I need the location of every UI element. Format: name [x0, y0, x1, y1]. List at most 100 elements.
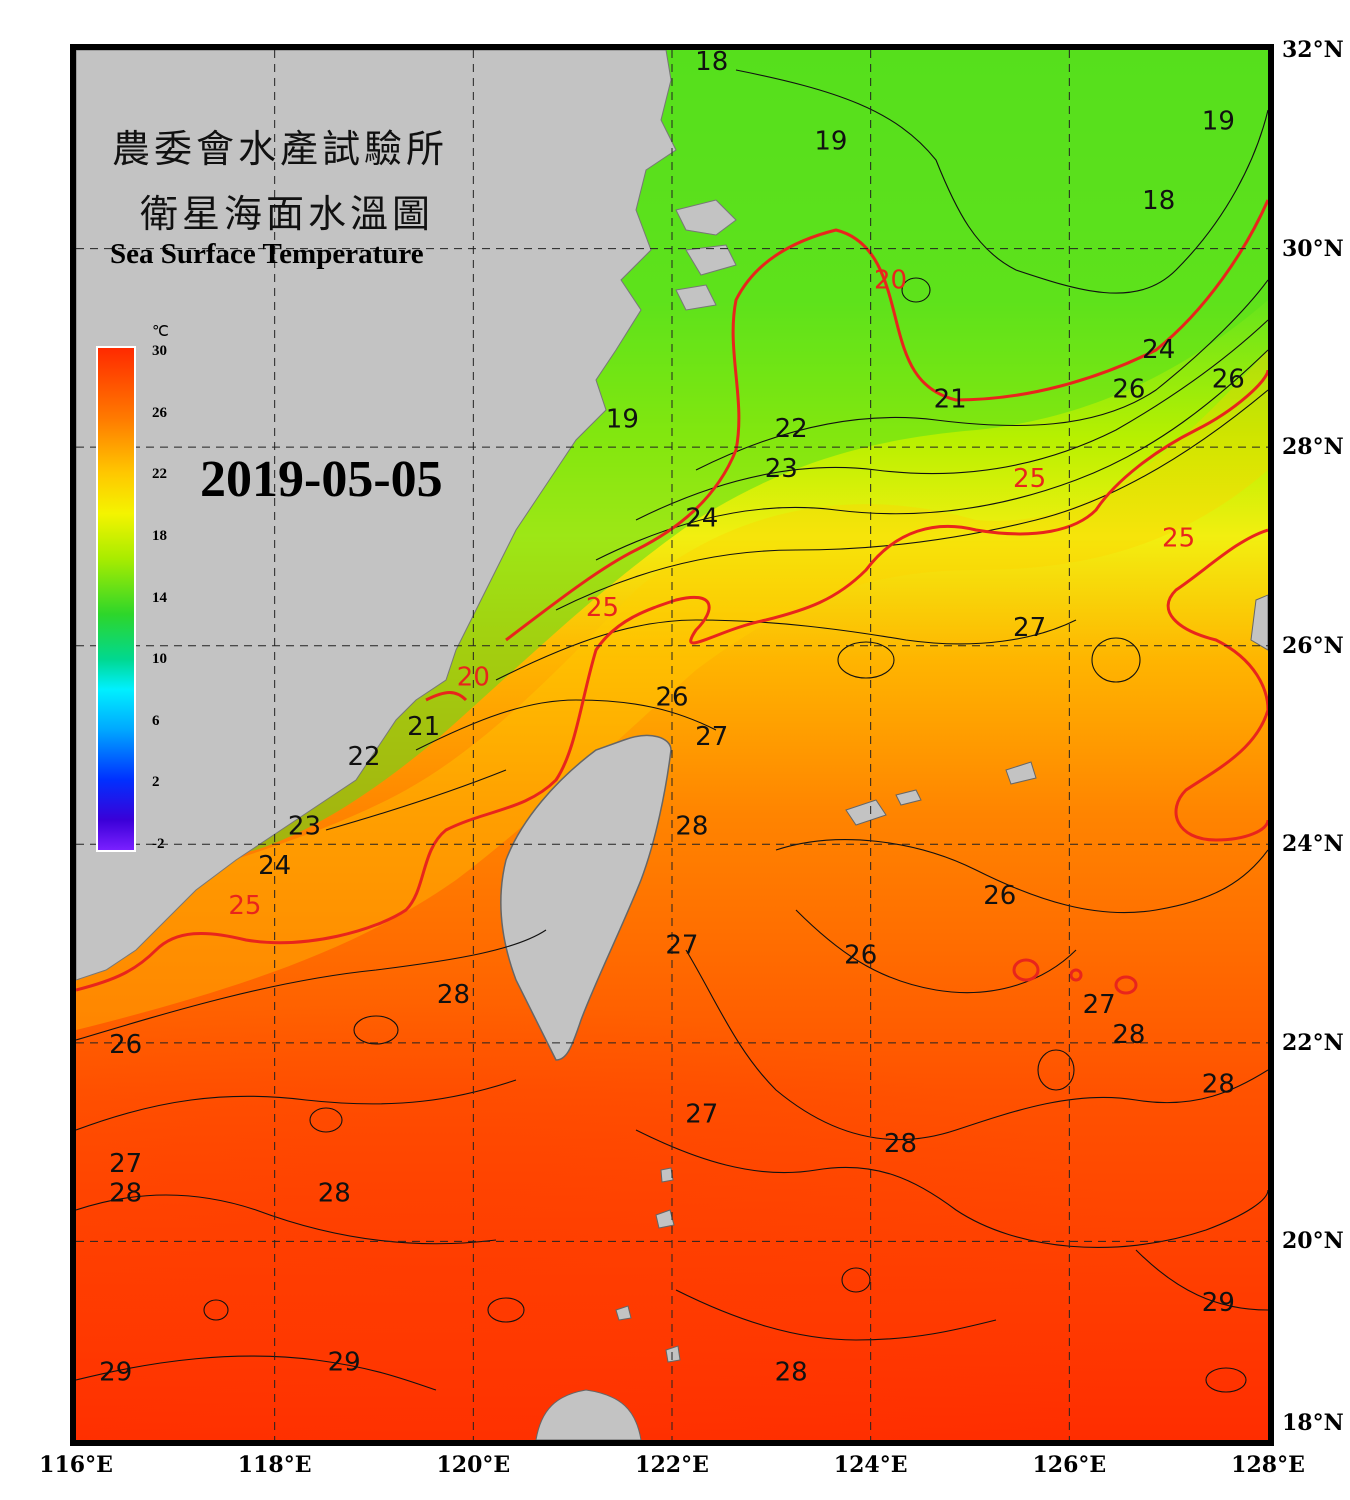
contour-label: 27 — [685, 1099, 718, 1129]
colorbar-tick-label: 22 — [152, 466, 167, 483]
contour-label: 19 — [1202, 106, 1235, 136]
contour-label: 20 — [874, 265, 907, 295]
isotherms — [76, 69, 1268, 1393]
contour-label: 29 — [328, 1348, 361, 1378]
title-english: Sea Surface Temperature — [110, 238, 424, 270]
contour-label: 23 — [288, 811, 321, 841]
ryukyu-islands — [845, 594, 1268, 826]
isotherm-line — [555, 389, 1268, 611]
isotherm-line — [76, 929, 547, 1041]
latitude-label: 32°N — [1282, 37, 1344, 63]
isotherm-line — [1135, 1249, 1268, 1311]
colorbar-tick-label: 26 — [152, 404, 167, 421]
longitude-label: 118°E — [237, 1452, 312, 1478]
latitude-label: 18°N — [1282, 1410, 1344, 1436]
isotherm-25-loop — [1114, 975, 1138, 995]
contour-label: 23 — [765, 454, 798, 484]
longitude-label: 120°E — [436, 1452, 511, 1478]
isotherm-loop — [487, 1297, 525, 1323]
contour-label: 19 — [606, 404, 639, 434]
latitude-label: 26°N — [1282, 632, 1344, 659]
contour-label: 22 — [775, 414, 808, 444]
colorbar-tick-label: 2 — [152, 774, 160, 791]
batanes-islands — [615, 1167, 681, 1363]
contour-label: 25 — [1013, 464, 1046, 494]
latitude-label: 28°N — [1282, 434, 1344, 461]
contour-label: 28 — [109, 1179, 142, 1209]
contour-label: 28 — [775, 1357, 808, 1387]
colorbar-unit: ℃ — [152, 324, 169, 340]
contour-label: 25 — [1162, 523, 1195, 553]
isotherm-25-loop — [1069, 968, 1083, 982]
latitude-label: 20°N — [1282, 1228, 1344, 1255]
isotherm-line — [695, 279, 1268, 471]
isotherm-loop — [901, 277, 931, 303]
contour-label: 26 — [844, 940, 877, 970]
longitude-label: 122°E — [635, 1452, 709, 1478]
map-date: 2019-05-05 — [200, 451, 443, 508]
isotherm-line — [76, 1194, 497, 1245]
isotherm-20-short — [425, 691, 468, 702]
contour-label: 28 — [1202, 1070, 1235, 1100]
longitude-label: 128°E — [1231, 1452, 1305, 1478]
isotherm-25-loop — [1012, 958, 1040, 982]
contour-label: 27 — [665, 931, 698, 961]
isotherm-loop — [1205, 1367, 1247, 1393]
isotherm-25-east — [1166, 528, 1268, 842]
contour-label: 27 — [1013, 613, 1046, 643]
isotherm-line — [685, 949, 1268, 1141]
isotherm-loop — [841, 1267, 871, 1293]
contour-label: 20 — [457, 662, 490, 692]
zhoushan-islands — [675, 199, 737, 311]
longitude-label: 126°E — [1032, 1452, 1107, 1478]
contour-label: 25 — [228, 891, 261, 921]
contour-label: 27 — [1083, 990, 1116, 1020]
colorbar-tick-label: 14 — [152, 589, 167, 606]
colorbar-tick-label: 30 — [152, 343, 167, 359]
isotherm-line — [675, 1289, 997, 1341]
contour-label: 28 — [318, 1179, 351, 1209]
contour-label: 26 — [983, 881, 1016, 911]
isotherm-line — [495, 619, 1077, 681]
colorbar-tick-label: -2 — [152, 836, 165, 852]
isotherm-line — [415, 699, 717, 751]
isotherm-line — [76, 1355, 437, 1391]
isotherm-loop — [1091, 637, 1141, 683]
isotherm-line — [635, 1129, 1268, 1248]
contour-label: 21 — [934, 384, 967, 414]
contour-label: 24 — [1142, 335, 1175, 365]
colorbar-tick-label: 10 — [152, 651, 167, 668]
contour-label: 26 — [1112, 375, 1145, 405]
contour-label: 28 — [675, 811, 708, 841]
isotherm-line — [735, 69, 1268, 294]
isotherm-line — [595, 349, 1268, 561]
contour-label: 22 — [348, 742, 381, 772]
latitude-label: 22°N — [1282, 1029, 1344, 1056]
isotherm-loop — [353, 1015, 399, 1045]
contour-label: 27 — [695, 722, 728, 752]
sst-map: 18 19 19 18 20 21 24 26 26 19 22 23 25 25 24 25 27 20 21 26… — [70, 44, 1274, 1446]
temperature-colorbar — [96, 346, 136, 852]
contour-label: 27 — [109, 1149, 142, 1179]
contour-label: 21 — [407, 712, 440, 742]
contour-label: 26 — [655, 682, 688, 712]
contour-label: 28 — [1112, 1020, 1145, 1050]
contour-label: 28 — [437, 980, 470, 1010]
isotherm-line — [795, 909, 1077, 994]
contour-label: 18 — [695, 50, 728, 77]
isotherm-line — [635, 319, 1268, 521]
isotherm-line — [76, 1079, 517, 1131]
contour-label: 24 — [685, 504, 718, 534]
isotherm-loop — [203, 1299, 229, 1321]
china-coast-land — [76, 50, 677, 981]
contour-label: 26 — [109, 1030, 142, 1060]
contour-label: 24 — [258, 851, 291, 881]
title-chinese-line2: 衛星海面水溫圖 — [140, 192, 435, 236]
isotherm-line — [775, 839, 1268, 914]
graticule — [76, 50, 1268, 1440]
contour-label: 29 — [99, 1357, 132, 1387]
yellow-front — [76, 350, 1268, 1030]
latitude-label: 30°N — [1282, 235, 1344, 262]
